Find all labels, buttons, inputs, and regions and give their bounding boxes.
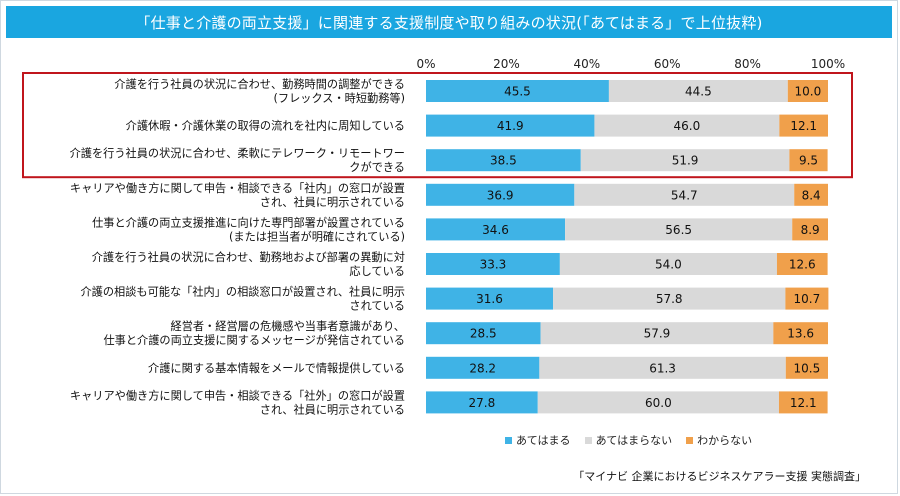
bar-segment [794,183,828,206]
data-label: 9.5 [799,154,818,168]
data-label: 57.8 [656,292,683,306]
bar-segment [789,149,828,172]
chart-title: 「仕事と介護の両立支援」に関連する支援制度や取り組みの状況(「あてはまる」で上位… [6,6,892,38]
data-label: 13.6 [787,327,814,341]
data-label: 31.6 [476,292,503,306]
bar-segment [426,253,560,275]
legend-label-unknown: わからない [697,434,753,447]
category-label: 介護の相談も可能な「社内」の相談窓口が設置され、社員に明示 [80,285,405,299]
legend-label-yes: あてはまる [516,434,571,447]
data-label: 45.5 [504,85,531,99]
bar-segment [565,218,793,241]
category-label: されている [349,300,405,313]
data-label: 33.3 [480,258,507,272]
data-label: 34.6 [482,223,509,237]
bar-segment [580,149,790,172]
x-tick-label: 60% [654,57,681,71]
category-label: され、社員に明示されている [260,195,405,209]
data-label: 57.9 [644,327,671,341]
data-label: 41.9 [497,119,524,133]
bar-segment [426,322,541,345]
data-label: 12.6 [789,258,816,272]
data-label: 10.5 [794,361,821,375]
x-tick-label: 0% [416,57,435,71]
data-label: 8.4 [802,188,821,202]
bar-segment [785,287,829,310]
category-label: 介護休暇・介護休業の取得の流れを社内に周知している [126,119,405,133]
category-label: 介護を行う社員の状況に合わせ、勤務地および部署の異動に対 [92,250,405,264]
bar-segment [426,218,566,241]
bar-segment [792,218,828,241]
chart-legend: あてはまる あてはまらない わからない [505,432,752,448]
legend-swatch-yes [505,436,512,444]
data-label: 10.0 [795,85,822,99]
data-label: 51.9 [672,154,699,168]
data-label: 10.7 [794,292,821,306]
x-tick-label: 80% [734,57,761,71]
category-label: 仕事と介護の両立支援推進に向けた専門部署が設置されている [92,215,405,229]
data-label: 27.8 [469,396,496,410]
data-label: 8.9 [801,223,820,237]
data-label: 28.2 [469,361,496,375]
legend-item-yes: あてはまる [505,432,571,448]
legend-item-unknown: わからない [686,432,752,448]
bar-segment [426,287,554,310]
data-label: 38.5 [490,154,517,168]
category-label: 経営者・経営層の危機感や当事者意識があり、 [171,319,406,333]
x-tick-label: 100% [811,57,845,71]
category-label: 応している [349,264,405,278]
category-label: 仕事と介護の両立支援に関するメッセージが発信されている [103,333,405,347]
bar-segment [785,356,828,379]
category-label: 介護を行う社員の状況に合わせ、勤務時間の調整ができる [114,77,405,91]
legend-swatch-no [584,436,592,444]
category-label: 介護を行う社員の状況に合わせ、柔軟にテレワーク・リモートワー [70,146,405,160]
category-label: キャリアや働き方に関して申告・相談できる「社内」の窓口が設置 [70,181,405,195]
data-label: 60.0 [645,396,672,410]
data-label: 36.9 [487,188,514,202]
data-label: 61.3 [649,361,676,375]
legend-swatch-unknown [686,436,694,444]
x-tick-label: 40% [573,57,600,71]
bar-segment [773,322,828,345]
bar-segment [426,356,540,379]
bar-segment [787,80,828,102]
bar-segment [537,391,779,414]
category-label: (または担当者が明確にされている) [229,229,405,243]
bar-segment [608,80,788,102]
data-label: 12.1 [790,119,817,133]
data-label: 54.7 [671,188,698,202]
legend-item-no: あてはまらない [584,432,673,448]
category-label: され、社員に明示されている [260,402,405,416]
category-label: (フレックス・時短勤務等) [274,91,405,105]
data-label: 28.5 [470,327,497,341]
category-label: キャリアや働き方に関して申告・相談できる「社外」の窓口が設置 [70,388,405,402]
bar-segment [574,183,795,206]
bar-segment [426,149,581,172]
legend-label-no: あてはまらない [595,434,673,447]
bar-segment [594,114,780,137]
bar-segment [426,391,538,414]
data-label: 44.5 [685,85,712,99]
data-label: 56.5 [665,223,692,237]
category-label: クができる [349,160,405,174]
bar-segment [539,356,786,379]
bar-segment [779,114,828,137]
data-label: 12.1 [790,396,817,410]
bar-segment [426,114,595,137]
data-label: 46.0 [674,119,701,133]
bar-segment [426,183,575,206]
data-label: 54.0 [655,258,682,272]
bar-segment [776,253,828,275]
bar-segment [540,322,774,345]
highlight-box [22,72,853,179]
category-label: 介護に関する基本情報をメールで情報提供している [148,361,405,375]
x-tick-label: 20% [493,57,520,71]
bar-segment [553,287,786,310]
bar-segment [426,80,609,102]
source-note: 「マイナビ 企業におけるビジネスケアラー支援 実態調査」 [573,470,866,483]
bar-segment [778,391,828,414]
bar-segment [559,253,777,275]
